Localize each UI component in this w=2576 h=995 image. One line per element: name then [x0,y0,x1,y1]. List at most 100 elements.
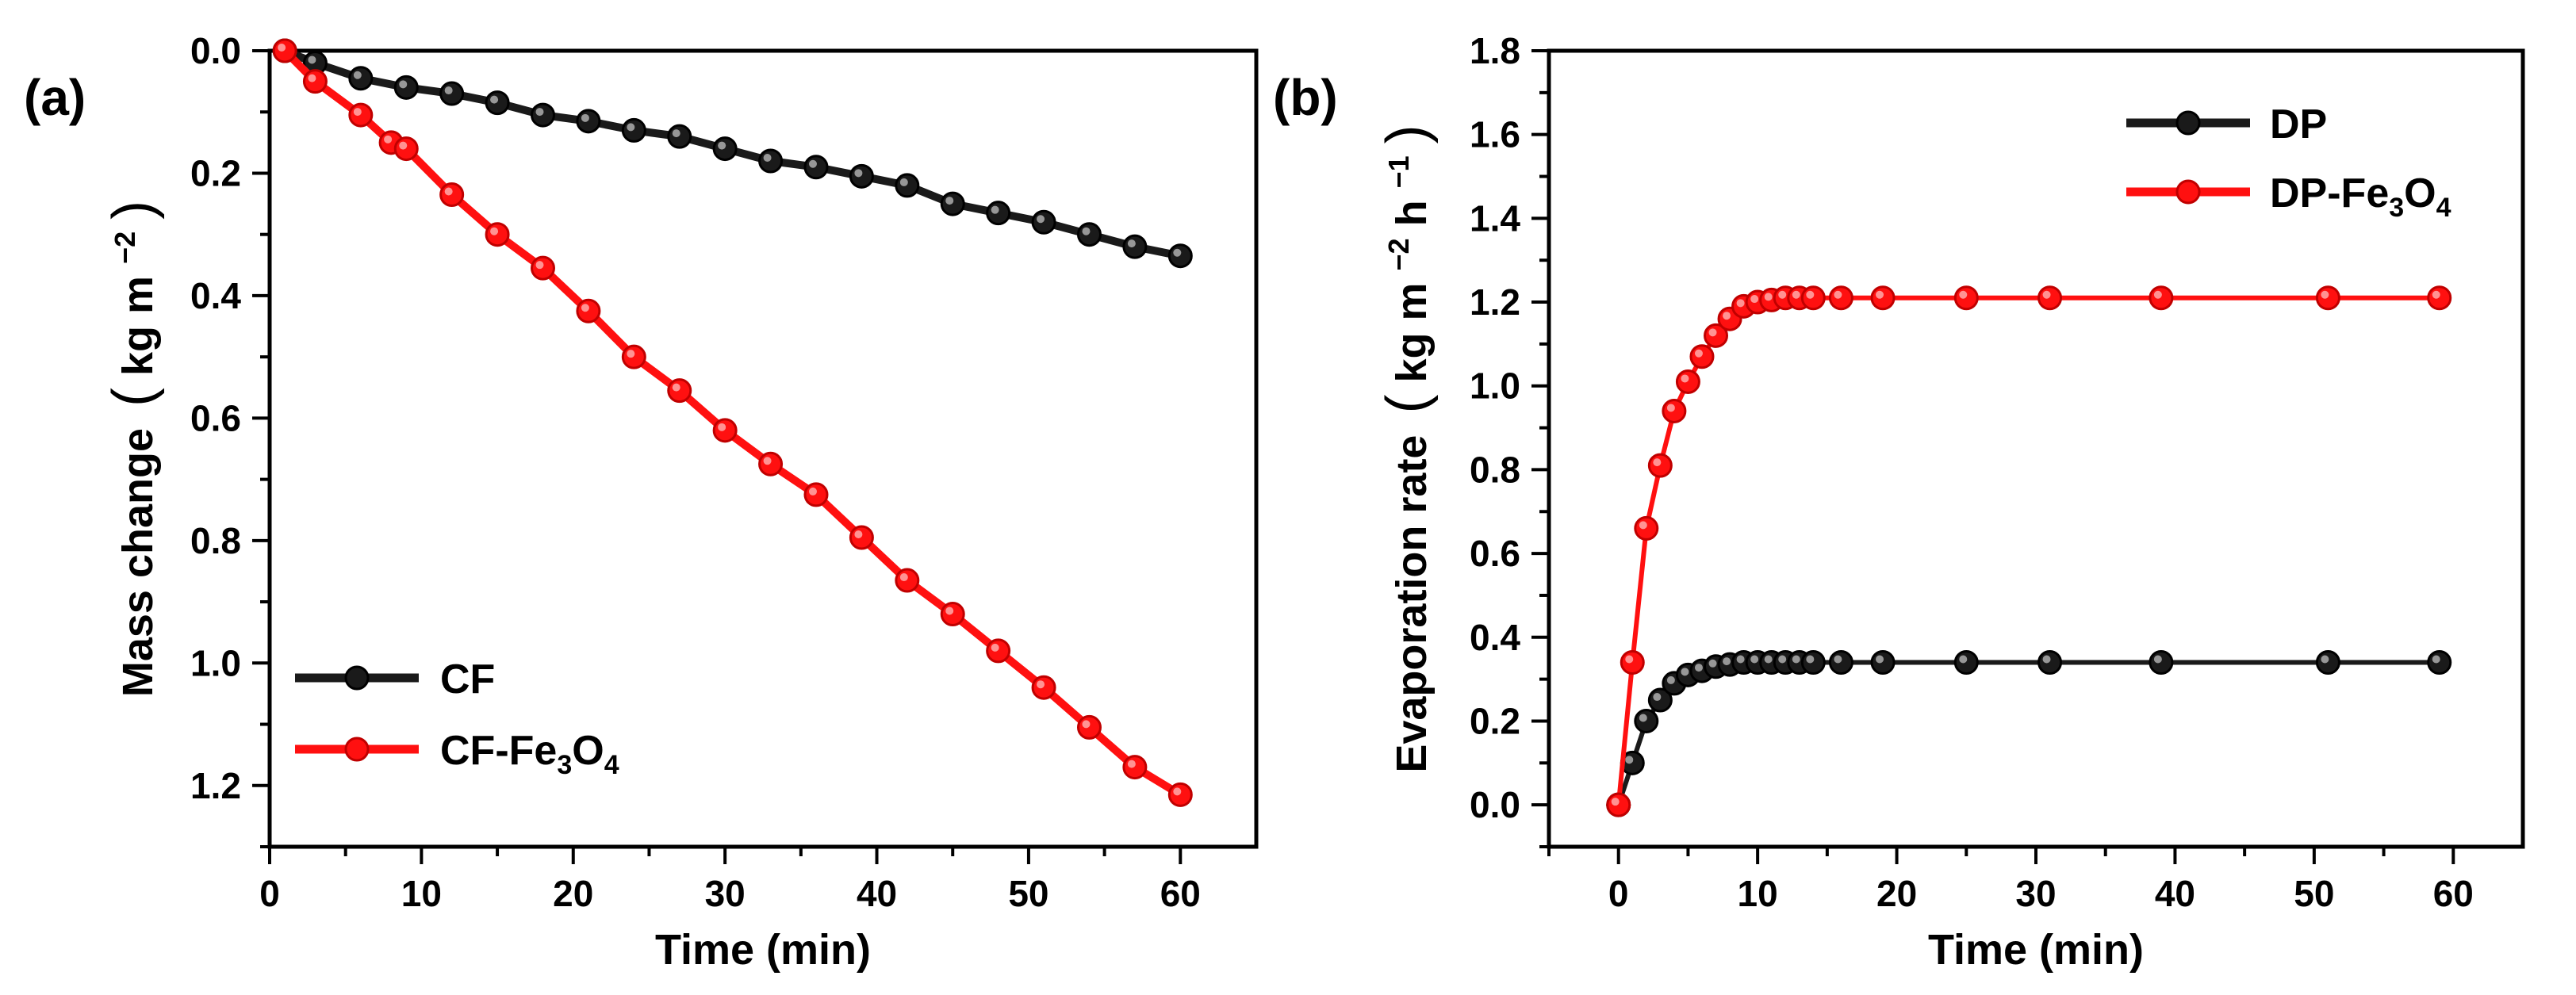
data-point-highlight [535,108,544,117]
data-point-dp-fe3o4 [1828,285,1853,311]
data-point-highlight [1806,655,1815,664]
data-point-highlight [808,487,817,496]
data-point-cf-fe3o4 [712,418,738,443]
series-line-dp-fe3o4 [1616,295,2440,806]
data-point-cf [1076,222,1102,247]
panel-b-y-unit-mid: h [1388,200,1436,226]
data-point-dp [1953,649,1979,675]
panel-a-x-tick-label: 40 [857,873,897,914]
data-point-highlight [991,643,999,652]
panel-a-y-tick-label: 0.4 [190,275,241,316]
panel-a-y-tick-label: 0.8 [190,520,241,561]
legend-label-dp-fe3o4: DP-Fe3O4 [2270,170,2451,223]
panel-a-label: (a) [24,69,86,126]
panel-a-y-unit-main: kg m [114,276,162,376]
data-point-highlight [1173,787,1182,796]
data-point-highlight [399,80,408,89]
legend-label-cf-fe3o4: CF-Fe3O4 [440,728,619,780]
data-point-highlight [490,95,499,104]
panel-a-x-tick-label: 0 [259,873,280,914]
data-point-highlight [1037,215,1045,224]
data-point-dp-fe3o4 [2037,285,2063,311]
data-point-cf-fe3o4 [272,38,297,63]
panel-a-y-unit-sup: −2 [109,232,141,264]
legend-label-dp: DP [2270,101,2327,147]
data-point-cf-fe3o4 [393,136,419,162]
panel-b-y-tick-label: 0.8 [1470,449,1520,490]
data-point-highlight [1736,299,1745,308]
data-point-dp-fe3o4 [1870,285,1896,311]
panel-a-chart: 0 10 20 30 40 50 60 0.0 0.2 0.4 0.6 0.8 1.0 1.2 (a) T… [24,30,1259,974]
data-point-cf [576,109,601,134]
data-point-dp-fe3o4 [1620,649,1645,675]
data-point-highlight [1681,668,1689,676]
data-point-cf-fe3o4 [1076,714,1102,740]
panel-a-y-axis-label-text: Mass change [114,428,162,697]
data-point-highlight [308,55,316,64]
panel-a-y-axis-label: Mass change ( kg m −2 ) [97,201,165,697]
data-point-dp-fe3o4 [1689,344,1715,369]
data-point-dp [2315,649,2340,675]
data-point-highlight [1639,521,1647,530]
data-point-cf-fe3o4 [895,568,920,593]
data-point-dp [1870,649,1896,675]
data-point-highlight [854,530,863,538]
panel-b-legend: DP DP-Fe3O4 [2126,101,2451,223]
data-point-highlight [308,74,316,82]
data-point-highlight [854,169,863,178]
panel-a-x-tick-label: 60 [1160,873,1201,914]
data-point-cf [895,173,920,198]
data-point-highlight [353,71,362,79]
data-point-dp-fe3o4 [1675,369,1700,394]
data-point-highlight [1750,295,1759,304]
panel-a-y-tick-label: 1.2 [190,765,241,806]
data-point-highlight [945,607,954,615]
data-point-highlight [1723,312,1731,320]
data-point-highlight [1778,290,1787,299]
panel-b-label: (b) [1273,69,1338,126]
panel-b-x-tick-label: 0 [1608,873,1629,914]
data-point-cf-fe3o4 [439,182,465,207]
data-point-highlight [1611,798,1620,806]
panel-b-x-tick-label: 40 [2155,873,2195,914]
data-point-dp-fe3o4 [2315,285,2340,311]
panel-b-y-tick-label: 1.2 [1470,281,1520,323]
panel-b-y-tick-label: 0.0 [1470,784,1520,825]
data-point-highlight [2432,655,2440,664]
panel-a-x-tick-label: 50 [1008,873,1048,914]
data-point-cf [485,90,510,116]
data-point-cf-fe3o4 [758,451,784,476]
data-point-dp-fe3o4 [1647,453,1673,478]
data-point-highlight [1764,293,1773,301]
data-point-highlight [808,159,817,168]
data-point-highlight [1639,714,1647,722]
panel-a-x-axis-label: Time (min) [655,926,871,974]
data-point-highlight [1625,756,1634,764]
data-point-cf [940,191,965,216]
panel-a-y-tick-label: 0.2 [190,152,241,193]
panel-b-y-tick-label: 0.4 [1470,617,1520,658]
data-point-highlight [1764,655,1773,664]
data-point-highlight [1127,239,1136,248]
data-point-highlight [444,86,453,95]
data-point-dp [2427,649,2452,675]
data-point-highlight [1666,675,1675,684]
data-point-dp-fe3o4 [2149,285,2174,311]
data-point-dp-fe3o4 [1953,285,1979,311]
data-point-highlight [1694,349,1703,358]
data-point-cf [1122,234,1148,259]
data-point-highlight [672,129,680,138]
data-point-dp [1800,649,1826,675]
data-point-cf-fe3o4 [940,602,965,627]
panel-b-y-tick-label: 1.8 [1470,30,1520,71]
data-point-cf [1167,243,1193,269]
data-point-cf [393,75,419,100]
panel-a-y-tick-label: 0.6 [190,397,241,438]
panel-b-y-tick-label: 1.6 [1470,114,1520,155]
data-point-highlight [1778,655,1787,664]
data-point-highlight [2042,290,2051,299]
data-point-cf [439,81,465,106]
panel-a-y-unit-open: ( [102,388,165,407]
data-point-highlight [1708,659,1717,668]
